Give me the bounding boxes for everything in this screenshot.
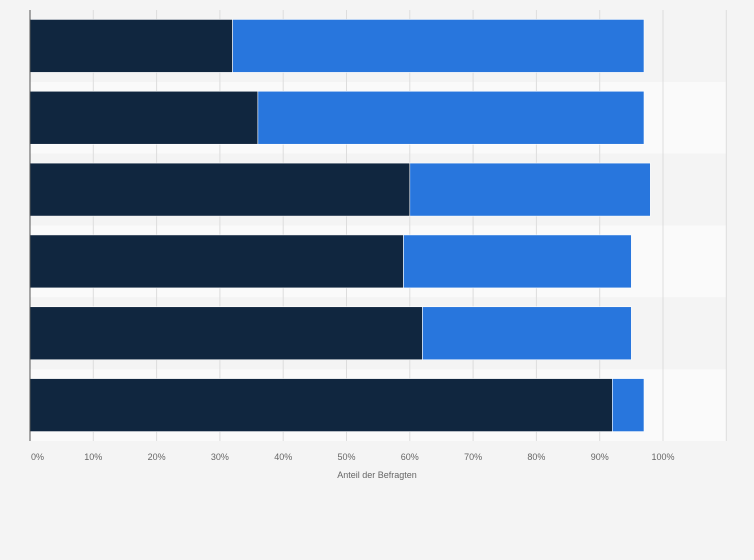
- x-tick-label: 100%: [651, 452, 674, 462]
- bar-segment-1[interactable]: [29, 162, 411, 217]
- x-tick-label: 80%: [527, 452, 545, 462]
- bar-segment-2[interactable]: [232, 19, 645, 73]
- x-tick-labels: 0% 10% 20% 30% 40% 50% 60% 70% 80% 90% 100%: [31, 452, 675, 462]
- bar-segment-2[interactable]: [612, 378, 645, 432]
- x-tick-label: 70%: [464, 452, 482, 462]
- bar-segment-1[interactable]: [29, 234, 404, 289]
- x-axis-title: Anteil der Befragten: [337, 470, 417, 480]
- x-tick-label: 60%: [401, 452, 419, 462]
- bar-segment-2[interactable]: [409, 162, 651, 217]
- bar-segment-1[interactable]: [29, 19, 233, 73]
- x-tick-label: 30%: [211, 452, 229, 462]
- x-tick-label: 50%: [337, 452, 355, 462]
- bar-segment-2[interactable]: [422, 306, 632, 361]
- x-tick-label: 20%: [148, 452, 166, 462]
- x-tick-label: 40%: [274, 452, 292, 462]
- bar-segment-1[interactable]: [29, 90, 259, 145]
- bar-segment-1[interactable]: [29, 306, 423, 361]
- x-tick-label: 10%: [84, 452, 102, 462]
- bar-segment-1[interactable]: [29, 378, 613, 432]
- row-bands: [30, 10, 727, 441]
- bar-segment-2[interactable]: [257, 90, 645, 145]
- x-tick-label: 90%: [591, 452, 609, 462]
- bars: [29, 19, 651, 432]
- gridlines: [92, 10, 727, 441]
- x-tick-label: 0%: [31, 452, 44, 462]
- bar-segment-2[interactable]: [403, 234, 632, 289]
